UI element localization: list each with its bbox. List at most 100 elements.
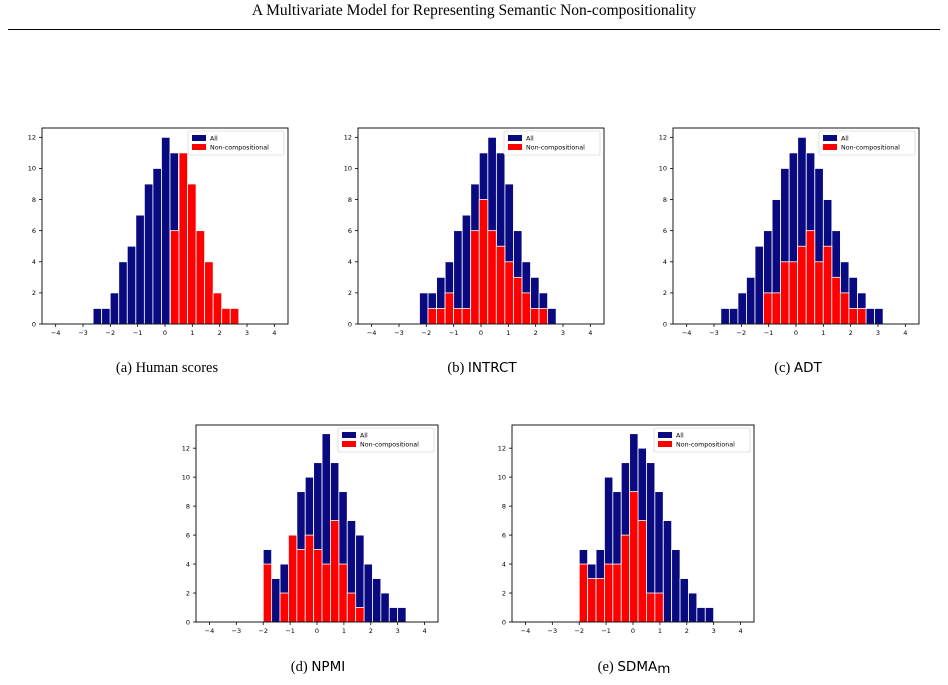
x-tick-label: 0: [315, 627, 319, 635]
bar-noncompositional: [178, 152, 188, 325]
legend: All Non-compositional: [503, 130, 601, 156]
bar-noncompositional: [330, 520, 340, 623]
caption-prefix: (e): [597, 659, 614, 675]
y-tick-label: 2: [502, 589, 506, 597]
x-tick-label: −4: [367, 329, 377, 337]
legend-label: All: [676, 433, 684, 440]
caption-main: SDMA: [617, 659, 658, 675]
legend-swatch-all: [192, 135, 206, 141]
legend: All Non-compositional: [653, 427, 751, 453]
caption-sdma: (e) SDMAm: [598, 659, 671, 677]
y-tick-label: 10: [344, 165, 352, 173]
bar-noncompositional: [822, 245, 833, 325]
legend-swatch-noncompositional: [508, 144, 522, 150]
legend-label: Non-compositional: [841, 145, 900, 152]
caption-main: NPMI: [311, 659, 346, 675]
bar-noncompositional: [262, 563, 273, 623]
legend-swatch-noncompositional: [823, 144, 837, 150]
histogram-adt: −4 −3 −2 −1 0 1 2 3 4 0 2 4 6 8 10 12 All Non-composition…: [643, 127, 923, 346]
bar-noncompositional: [654, 592, 664, 623]
bar-noncompositional: [797, 245, 807, 325]
x-tick-label: −2: [737, 329, 747, 337]
y-tick-label: 4: [502, 560, 506, 568]
x-tick-label: 1: [821, 329, 825, 337]
legend-label: All: [210, 136, 218, 143]
x-tick-label: −1: [764, 329, 774, 337]
x-tick-label: 0: [631, 627, 635, 635]
histogram-human-scores: −4 −3 −2 −1 0 1 2 3 4 0 2 4 6 8 10 12 All Non-composition…: [12, 127, 292, 346]
x-tick-label: 1: [658, 627, 662, 635]
x-tick-label: −1: [601, 627, 611, 635]
bar-noncompositional: [831, 276, 841, 325]
x-tick-label: −2: [106, 329, 116, 337]
y-tick-label: 8: [186, 502, 190, 510]
caption-prefix: (b): [447, 360, 465, 376]
bar-all: [688, 592, 698, 623]
bar-all: [547, 308, 557, 325]
y-tick-label: 8: [502, 502, 506, 510]
y-tick-label: 0: [348, 320, 352, 328]
header-rule: [8, 29, 940, 30]
bar-noncompositional: [288, 534, 298, 623]
legend-label: Non-compositional: [360, 442, 419, 449]
x-tick-label: 2: [685, 627, 689, 635]
x-tick-label: 4: [738, 627, 742, 635]
bar-all: [728, 308, 739, 325]
x-tick-label: −4: [205, 627, 215, 635]
x-tick-label: 4: [422, 627, 426, 635]
bar-all: [754, 245, 764, 325]
legend-swatch-all: [823, 135, 837, 141]
bar-noncompositional: [848, 308, 858, 325]
x-tick-label: −4: [521, 627, 531, 635]
y-tick-label: 10: [182, 473, 190, 481]
bar-all: [271, 578, 281, 623]
bar-noncompositional: [771, 292, 781, 325]
bar-all: [746, 276, 756, 325]
bar-noncompositional: [595, 578, 605, 623]
bar-noncompositional: [355, 607, 365, 623]
x-tick-label: 1: [342, 627, 346, 635]
x-tick-label: 4: [588, 329, 592, 337]
bar-noncompositional: [313, 549, 323, 623]
y-tick-label: 0: [32, 320, 36, 328]
bar-all: [372, 578, 382, 623]
bar-noncompositional: [578, 563, 589, 623]
y-tick-label: 12: [344, 134, 352, 142]
legend: All Non-compositional: [187, 130, 285, 156]
legend: All Non-compositional: [818, 130, 916, 156]
y-tick-label: 6: [186, 531, 190, 539]
x-tick-label: −3: [78, 329, 88, 337]
bar-noncompositional: [212, 292, 223, 325]
bar-noncompositional: [229, 308, 240, 325]
bar-all: [380, 592, 390, 623]
legend-swatch-all: [342, 432, 356, 438]
x-tick-label: −4: [51, 329, 61, 337]
bar-noncompositional: [512, 276, 523, 325]
y-tick-label: 0: [186, 618, 190, 626]
bar-noncompositional: [436, 308, 446, 325]
bar-noncompositional: [587, 578, 597, 623]
y-tick-label: 4: [186, 560, 190, 568]
x-tick-label: 4: [272, 329, 276, 337]
x-tick-label: 2: [218, 329, 222, 337]
bar-noncompositional: [296, 549, 306, 623]
bar-noncompositional: [857, 308, 867, 325]
legend-swatch-noncompositional: [342, 441, 356, 447]
y-tick-label: 12: [28, 134, 36, 142]
y-tick-label: 2: [348, 289, 352, 297]
bar-noncompositional: [814, 261, 824, 325]
bar-noncompositional: [637, 520, 647, 623]
caption-prefix: (c): [774, 360, 791, 376]
x-tick-label: 1: [506, 329, 510, 337]
bar-noncompositional: [805, 230, 816, 325]
y-tick-label: 4: [663, 258, 667, 266]
y-tick-label: 0: [663, 320, 667, 328]
bar-all: [143, 183, 154, 325]
bar-all: [135, 214, 145, 325]
bar-noncompositional: [204, 261, 214, 325]
bar-all: [737, 292, 747, 325]
y-tick-label: 8: [663, 196, 667, 204]
x-tick-label: 0: [479, 329, 483, 337]
